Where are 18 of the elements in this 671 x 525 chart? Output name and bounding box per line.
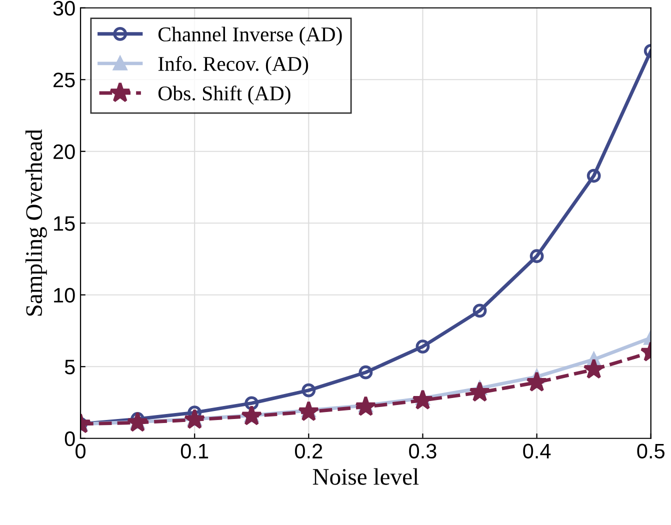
x-tick-label: 0.1 (180, 444, 208, 459)
x-tick-label: 0 (76, 444, 86, 459)
y-tick-label: 15 (54, 216, 75, 231)
x-tick-label: 0.2 (294, 444, 322, 459)
legend-label: Obs. Shift (AD) (158, 86, 290, 105)
y-tick-label: 5 (64, 360, 75, 374)
y-tick-label: 25 (54, 72, 75, 88)
y-axis-title: Sampling Overhead (25, 129, 47, 316)
x-tick-label: 0.3 (409, 444, 436, 459)
x-tick-label: 0.5 (637, 444, 664, 459)
legend-label: Channel Inverse (AD) (158, 26, 342, 46)
y-tick-label: 20 (54, 144, 75, 160)
y-tick-label: 30 (53, 0, 75, 16)
x-axis-title: Noise level (312, 468, 419, 485)
y-tick-label: 0 (64, 431, 75, 446)
x-tick-label: 0.4 (523, 444, 551, 459)
y-tick-label: 10 (54, 288, 75, 303)
legend-label: Info. Recov. (AD) (158, 56, 308, 76)
